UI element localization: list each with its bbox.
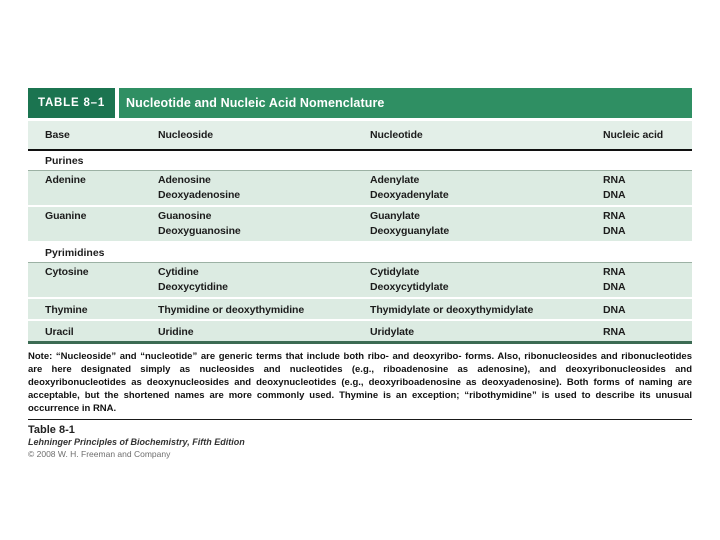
note-body: “Nucleoside” and “nucleotide” are generi… (28, 351, 692, 414)
cell-nucleotide-line2: Deoxyguanylate (370, 225, 450, 237)
spacer (28, 118, 692, 121)
heavy-rule (28, 149, 692, 151)
cell-nucleotide: Thymidylate or deoxythymidylate (370, 304, 534, 316)
row-gap (28, 241, 692, 243)
cell-nucleoside: Uridine (158, 326, 194, 338)
section-label: Pyrimidines (45, 246, 105, 259)
cell-acid-line2: DNA (603, 225, 626, 237)
cell-acid-line1: RNA (603, 210, 626, 222)
row-gap (28, 205, 692, 207)
table-row: Guanine Guanosine Deoxyguanosine Guanyla… (28, 207, 692, 241)
column-header-row: Base Nucleoside Nucleotide Nucleic acid (28, 121, 692, 149)
column-header-base: Base (45, 129, 70, 141)
caption-table-ref: Table 8-1 (28, 424, 75, 436)
header-divider (115, 88, 119, 118)
cell-base: Cytosine (45, 266, 89, 278)
cell-nucleotide-line1: Guanylate (370, 210, 420, 222)
cell-base: Adenine (45, 174, 86, 186)
cell-nucleoside-line1: Cytidine (158, 266, 199, 278)
table-row: Cytosine Cytidine Deoxycytidine Cytidyla… (28, 263, 692, 297)
cell-nucleoside-line2: Deoxyadenosine (158, 189, 241, 201)
cell-acid: DNA (603, 304, 626, 316)
cell-nucleotide-line1: Adenylate (370, 174, 420, 186)
column-header-nucleic-acid: Nucleic acid (603, 129, 664, 141)
cell-acid-line1: RNA (603, 174, 626, 186)
cell-nucleotide-line2: Deoxycytidylate (370, 281, 449, 293)
column-header-nucleotide: Nucleotide (370, 129, 423, 141)
row-gap (28, 297, 692, 299)
cell-base: Uracil (45, 326, 74, 338)
section-row-purines: Purines (28, 151, 692, 171)
table-row: Uracil Uridine Uridylate RNA (28, 321, 692, 341)
cell-nucleotide-line1: Cytidylate (370, 266, 420, 278)
cell-acid: RNA (603, 326, 626, 338)
footnote-rule (28, 419, 692, 420)
table-row: Thymine Thymidine or deoxythymidine Thym… (28, 299, 692, 319)
caption-copyright: © 2008 W. H. Freeman and Company (28, 449, 171, 459)
cell-nucleoside-line1: Guanosine (158, 210, 212, 222)
row-gap (28, 319, 692, 321)
table-header-bar: TABLE 8–1 Nucleotide and Nucleic Acid No… (28, 88, 692, 118)
note-label: Note: (28, 351, 53, 362)
table-title: Nucleotide and Nucleic Acid Nomenclature (119, 88, 692, 118)
cell-nucleoside-line2: Deoxycytidine (158, 281, 228, 293)
nomenclature-table: TABLE 8–1 Nucleotide and Nucleic Acid No… (28, 88, 692, 344)
table-footnotes: Note: “Nucleoside” and “nucleotide” are … (28, 350, 692, 459)
table-note: Note: “Nucleoside” and “nucleotide” are … (28, 350, 692, 415)
cell-acid-line2: DNA (603, 281, 626, 293)
caption-book-title: Lehninger Principles of Biochemistry, Fi… (28, 437, 245, 447)
table-bottom-rule (28, 341, 692, 344)
section-label: Purines (45, 154, 84, 167)
table-row: Adenine Adenosine Deoxyadenosine Adenyla… (28, 171, 692, 205)
cell-base: Guanine (45, 210, 87, 222)
cell-nucleoside-line1: Adenosine (158, 174, 211, 186)
cell-nucleoside: Thymidine or deoxythymidine (158, 304, 305, 316)
cell-nucleotide-line2: Deoxyadenylate (370, 189, 449, 201)
table-number-tag: TABLE 8–1 (28, 88, 115, 118)
cell-acid-line2: DNA (603, 189, 626, 201)
cell-nucleoside-line2: Deoxyguanosine (158, 225, 241, 237)
column-header-nucleoside: Nucleoside (158, 129, 214, 141)
cell-nucleotide: Uridylate (370, 326, 415, 338)
section-row-pyrimidines: Pyrimidines (28, 243, 692, 263)
cell-acid-line1: RNA (603, 266, 626, 278)
cell-base: Thymine (45, 304, 88, 316)
